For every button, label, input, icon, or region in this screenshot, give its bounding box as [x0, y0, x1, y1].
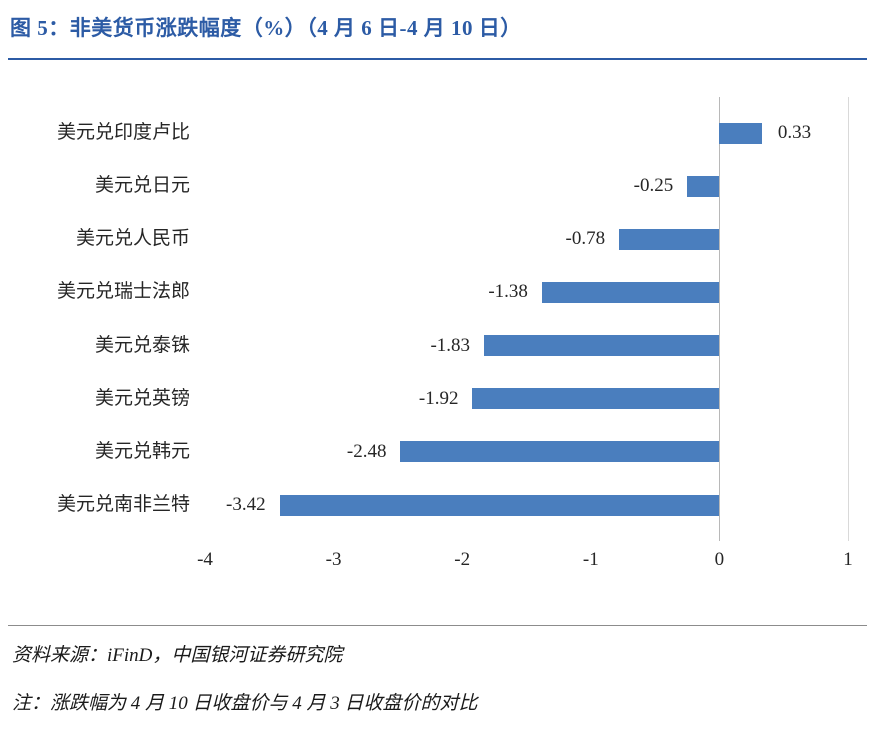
category-label: 美元兑南非兰特: [56, 494, 190, 516]
bar-chart: 美元兑印度卢比 0.33 美元兑日元 -0.25 美元兑人民币 -0.78 美元兑瑞士法郎 -…: [0, 95, 875, 585]
x-axis-tick: 1: [843, 549, 853, 570]
bar: [484, 335, 720, 357]
figure-title: 图 5：非美货币涨跌幅度（%）（4 月 6 日-4 月 10 日）: [10, 16, 522, 40]
value-label: -3.42: [226, 494, 266, 516]
plot-right-border: [847, 97, 849, 541]
x-axis-tick: -4: [197, 549, 213, 570]
category-label: 美元兑人民币: [75, 228, 190, 250]
value-label: -0.25: [633, 175, 674, 197]
x-axis-tick: -2: [454, 549, 471, 570]
x-axis-tick: -3: [325, 549, 342, 570]
bar: [719, 122, 762, 144]
bar: [541, 281, 720, 303]
value-label: 0.33: [777, 122, 812, 143]
value-label: -0.78: [565, 228, 606, 250]
footer-divider: [8, 625, 867, 626]
bar: [279, 494, 720, 516]
category-label: 美元兑日元: [94, 175, 190, 197]
bar: [472, 388, 720, 410]
bar: [400, 441, 720, 463]
value-label: -2.48: [346, 440, 387, 462]
category-label: 美元兑英镑: [94, 387, 190, 409]
value-label: -1.92: [418, 387, 459, 409]
value-label: -1.83: [430, 334, 471, 356]
x-axis-tick: -1: [582, 549, 599, 570]
title-underline: [8, 58, 867, 60]
category-label: 美元兑泰铢: [94, 334, 190, 356]
source-text: 资料来源：iFinD，中国银河证券研究院: [12, 645, 343, 666]
bar: [619, 228, 720, 250]
category-label: 美元兑瑞士法郎: [56, 281, 190, 303]
note-text: 注：涨跌幅为 4 月 10 日收盘价与 4 月 3 日收盘价的对比: [12, 693, 478, 714]
x-axis-tick: 0: [714, 549, 725, 570]
category-label: 美元兑韩元: [94, 440, 190, 462]
category-label: 美元兑印度卢比: [56, 122, 190, 143]
zero-axis-line: [718, 97, 720, 541]
value-label: -1.38: [488, 281, 528, 303]
bar: [687, 175, 720, 197]
